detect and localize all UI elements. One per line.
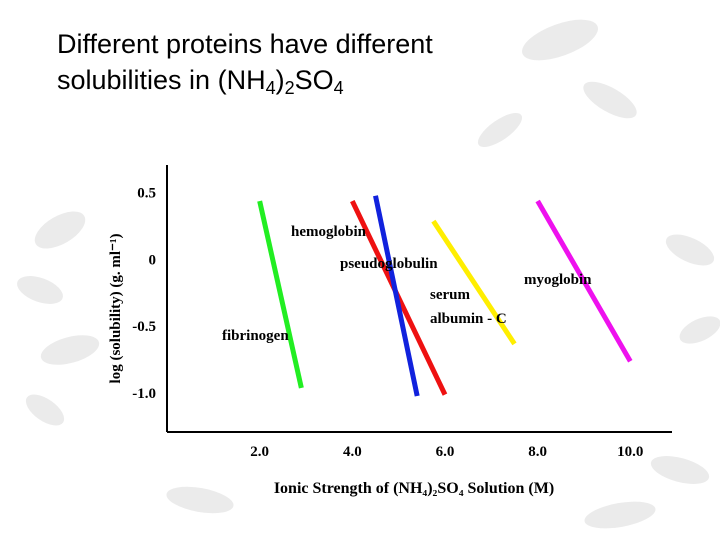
title-line-2: solubilities in (NH4)2SO4 <box>57 62 677 98</box>
series-label-fibrinogen: fibrinogen <box>222 328 289 344</box>
series-label-hemoglobin: hemoglobin <box>291 224 367 240</box>
title-text-paren: ) <box>275 65 285 95</box>
series-line-pseudoglobulin <box>373 195 420 397</box>
y-axis-label: log (solubility) (g. ml⁻¹) <box>108 234 124 384</box>
series-line-serum-albumin <box>431 219 517 346</box>
title-line-1: Different proteins have different <box>57 29 433 59</box>
series-label-serum-albumin-line1: serum <box>430 287 470 303</box>
title-subscript-2: 2 <box>284 78 295 98</box>
title-text-so: SO <box>294 65 334 95</box>
x-tick-label: 4.0 <box>343 444 362 460</box>
title-subscript-4a: 4 <box>265 78 276 98</box>
x-tick-label: 8.0 <box>528 444 547 460</box>
series-line-fibrinogen <box>257 200 304 389</box>
series-label-pseudoglobulin: pseudoglobulin <box>340 256 438 272</box>
x-axis-label: Ionic Strength of (NH₄)₂SO₄ Solution (M) <box>274 480 554 497</box>
title-text-prefix: solubilities in (NH <box>57 65 266 95</box>
slide-title: Different proteins have different solubi… <box>57 26 677 98</box>
chart-series <box>257 195 633 397</box>
x-tick-label: 6.0 <box>436 444 455 460</box>
y-tick-label: -0.5 <box>132 319 156 335</box>
chart-axes: 0.5 0 -0.5 -1.0 2.0 4.0 6.0 8.0 10.0 Ionic Streng… <box>108 165 672 497</box>
series-line-myoglobin <box>535 199 633 363</box>
series-label-myoglobin: myoglobin <box>524 272 592 288</box>
series-label-serum-albumin-line2: albumin - C <box>430 311 507 327</box>
title-subscript-4b: 4 <box>333 78 344 98</box>
y-tick-label: 0.5 <box>137 186 156 202</box>
chart-labels: fibrinogen hemoglobin pseudoglobulin myoglo… <box>222 224 592 344</box>
x-tick-label: 2.0 <box>250 444 269 460</box>
x-tick-label: 10.0 <box>617 444 643 460</box>
y-tick-label: 0 <box>149 252 157 268</box>
y-tick-label: -1.0 <box>132 386 156 402</box>
